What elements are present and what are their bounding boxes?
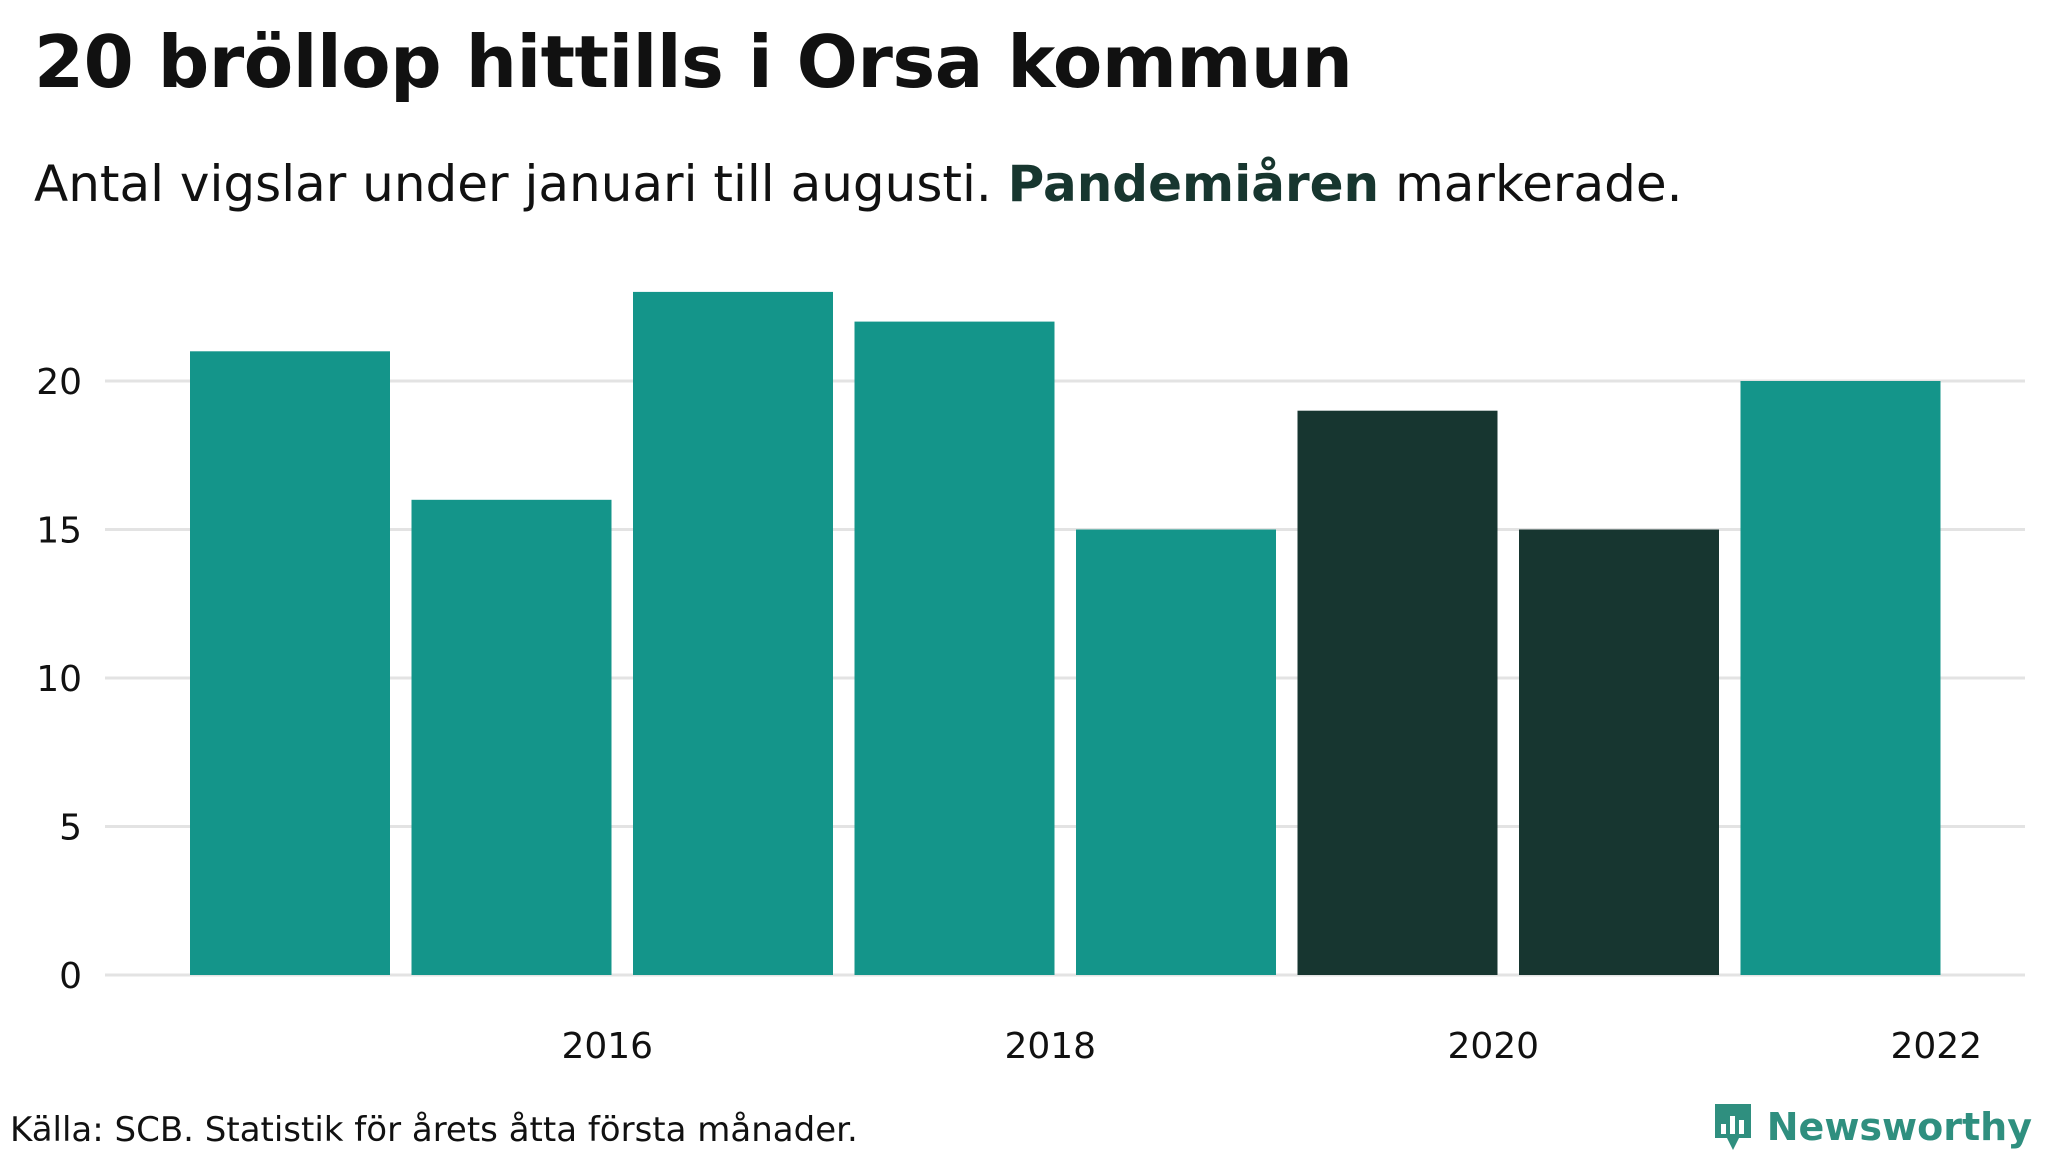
subtitle-text-end: markerade. <box>1395 155 1683 213</box>
bar-2021 <box>1519 529 1719 975</box>
y-tick-label: 15 <box>36 511 82 552</box>
x-tick-label: 2018 <box>1004 1026 1096 1067</box>
bar-2020 <box>1297 410 1498 975</box>
x-axis: 2016 2018 2020 2022 <box>561 1026 1982 1067</box>
grid-layer <box>105 379 2025 977</box>
chart-title: 20 bröllop hittills i Orsa kommun <box>34 20 1353 104</box>
x-tick-label: 2022 <box>1890 1026 1982 1067</box>
newsworthy-icon <box>1714 1104 1751 1150</box>
bar-2015 <box>190 351 390 975</box>
y-axis: 0 5 10 15 20 <box>36 362 82 997</box>
y-tick-label: 10 <box>36 659 82 700</box>
x-tick-label: 2020 <box>1447 1026 1539 1067</box>
y-tick-label: 0 <box>59 956 82 997</box>
bar-2019 <box>1076 529 1276 975</box>
subtitle-text: Antal vigslar under januari till augusti… <box>34 155 992 213</box>
bar-2016 <box>411 499 612 975</box>
bar-chart: 0 5 10 15 20 2016 2018 2020 2022 <box>36 291 2025 1067</box>
chart-subtitle: Antal vigslar under januari till augusti… <box>34 155 1683 213</box>
y-tick-label: 20 <box>36 362 82 403</box>
subtitle-highlight: Pandemiåren <box>1007 155 1380 213</box>
bar-2017 <box>633 291 833 975</box>
bar-2018 <box>854 321 1055 976</box>
bar-2022 <box>1740 381 1941 975</box>
y-tick-label: 5 <box>59 808 82 849</box>
brand-name: Newsworthy <box>1766 1105 2032 1149</box>
source-note: Källa: SCB. Statistik för årets åtta för… <box>10 1110 858 1150</box>
bar-layer <box>190 291 1941 976</box>
brand-logo: Newsworthy <box>1711 1100 2032 1154</box>
x-tick-label: 2016 <box>561 1026 653 1067</box>
